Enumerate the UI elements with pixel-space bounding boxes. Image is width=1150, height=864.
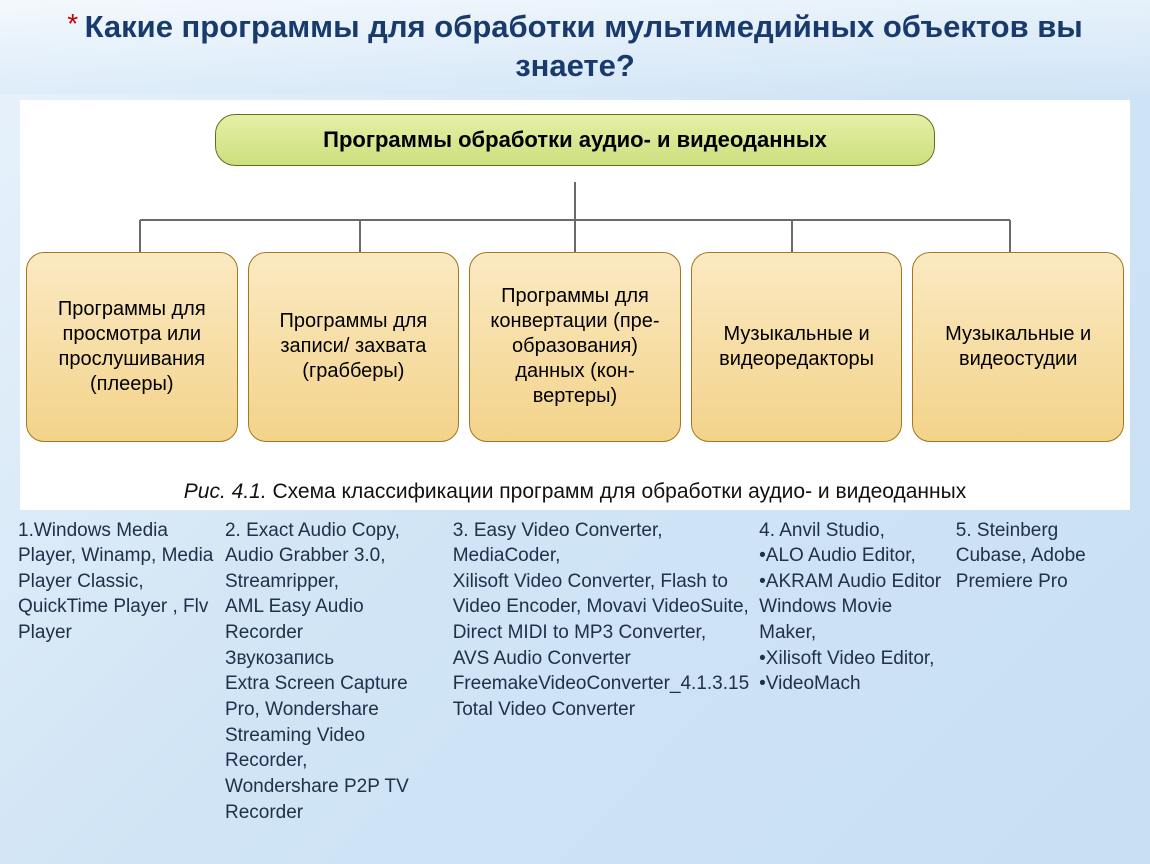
- title-bar: * Какие программы для обработки мультиме…: [0, 0, 1150, 94]
- tree-child-5: Музыкальные и видеостудии: [912, 252, 1124, 442]
- example-col-4: 4. Anvil Studio, •ALO Audio Editor, •AKR…: [759, 518, 946, 826]
- tree-child-1: Программы для просмотра или прослуши­ван…: [26, 252, 238, 442]
- diagram-area: Программы обработки аудио- и видеоданных…: [20, 100, 1130, 510]
- example-col-1: 1.Windows Media Player, Winamp, Media Pl…: [18, 518, 215, 826]
- tree-child-4: Музыкальные и видеоредак­торы: [691, 252, 903, 442]
- tree-root: Программы обработки аудио- и видеоданных: [215, 114, 935, 166]
- caption-text: Схема классификации программ для обработ…: [273, 480, 967, 503]
- examples-row: 1.Windows Media Player, Winamp, Media Pl…: [0, 510, 1150, 826]
- caption-prefix: Рис. 4.1.: [184, 480, 273, 503]
- asterisk-icon: *: [67, 8, 78, 39]
- tree-child-3: Программы для конвер­тации (пре­образова…: [469, 252, 681, 442]
- page-title: Какие программы для обработки мультимеди…: [85, 9, 1083, 83]
- tree-children-row: Программы для просмотра или прослуши­ван…: [20, 252, 1130, 442]
- example-col-2: 2. Exact Audio Copy, Audio Grabber 3.0, …: [225, 518, 443, 826]
- tree-child-2: Программы для записи/ захвата (грабберы): [248, 252, 460, 442]
- example-col-5: 5. Steinberg Cubase, Adobe Premiere Pro: [956, 518, 1132, 826]
- diagram-caption: Рис. 4.1. Схема классификации программ д…: [20, 480, 1130, 504]
- example-col-3: 3. Easy Video Converter, MediaCoder, Xil…: [453, 518, 749, 826]
